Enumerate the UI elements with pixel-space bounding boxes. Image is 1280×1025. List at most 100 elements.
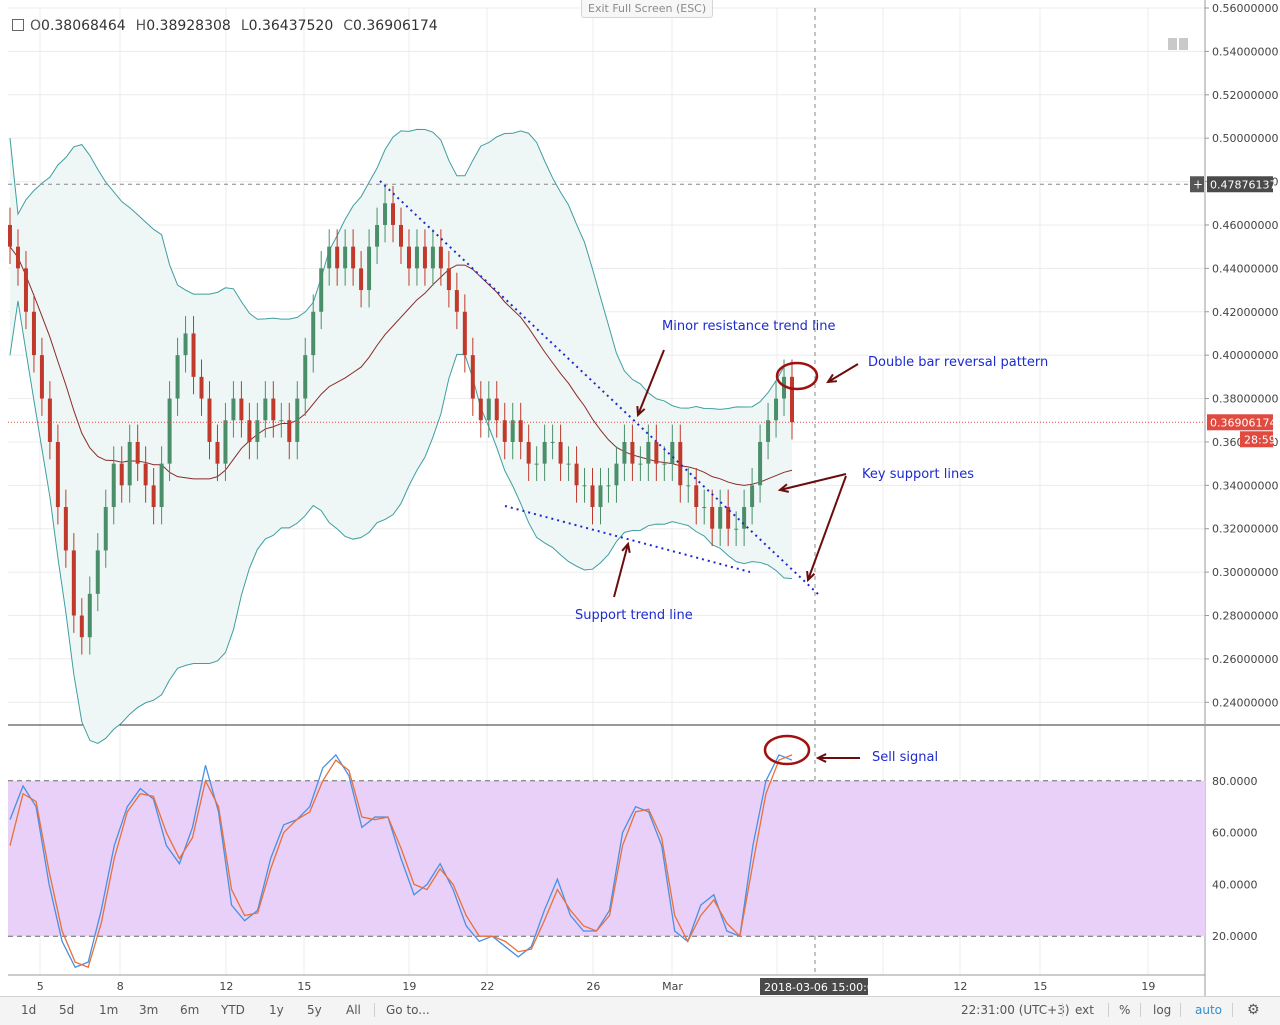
candle-body	[103, 507, 108, 551]
candle-body	[311, 311, 316, 356]
symbol-square-icon[interactable]	[12, 19, 24, 31]
candle-body	[175, 355, 180, 399]
candle-body	[782, 376, 787, 399]
candle-body	[478, 398, 483, 421]
candle-body	[462, 311, 467, 356]
candle-body	[742, 507, 747, 529]
toggle-icon[interactable]	[1168, 38, 1177, 50]
candle-body	[494, 398, 499, 421]
high-value: 0.38928308	[146, 18, 231, 34]
percent-button[interactable]: %	[1119, 1003, 1131, 1017]
candle-body	[47, 398, 52, 442]
price-tick-label: 0.42000000	[1212, 306, 1278, 319]
candle-body	[550, 441, 555, 443]
price-tick-label: 0.38000000	[1212, 393, 1278, 406]
candle-body	[678, 441, 683, 486]
candle-body	[303, 355, 308, 399]
time-tick-label: 15	[1033, 980, 1047, 993]
minor-resistance-arrow	[637, 349, 665, 416]
candle-body	[710, 507, 715, 529]
goto-button[interactable]: Go to...	[386, 1003, 430, 1017]
range-3m-button[interactable]: 3m	[139, 1003, 159, 1017]
candle-body	[151, 485, 156, 508]
candle-body	[726, 507, 731, 529]
range-5d-button[interactable]: 5d	[59, 1003, 75, 1017]
candle-body	[255, 420, 260, 442]
candle-body	[606, 485, 611, 487]
candle-body	[582, 485, 587, 487]
band-fill	[10, 129, 792, 744]
range-1m-button[interactable]: 1m	[99, 1003, 119, 1017]
chart-canvas[interactable]: Minor resistance trend line Double bar re…	[0, 0, 1280, 996]
candle-body	[119, 463, 124, 486]
candle-body	[215, 441, 220, 464]
range-all-button[interactable]: All	[346, 1003, 361, 1017]
candle-body	[207, 398, 212, 442]
key-support-label: Key support lines	[862, 467, 974, 482]
candle-body	[590, 485, 595, 508]
log-button[interactable]: log	[1153, 1003, 1172, 1017]
support-trend-arrow	[613, 543, 629, 598]
stoch-tick-label: 40.0000	[1212, 878, 1258, 891]
candle-body	[63, 507, 68, 551]
price-tick-label: 0.54000000	[1212, 45, 1278, 58]
price-tick-label: 0.32000000	[1212, 523, 1278, 536]
ohlc-legend: O0.38068464 H0.38928308 L0.36437520 C0.3690…	[12, 18, 448, 34]
price-tick-label: 0.34000000	[1212, 479, 1278, 492]
price-tick-label: 0.46000000	[1212, 219, 1278, 232]
candle-body	[734, 528, 739, 530]
time-tick-label: 8	[117, 980, 124, 993]
candle-body	[191, 333, 196, 377]
toggle-icon[interactable]	[1179, 38, 1188, 50]
candle-body	[127, 441, 132, 486]
sell-signal-arrow-head	[815, 753, 827, 763]
candle-body	[79, 615, 84, 638]
crosshair-time-text: 2018-03-06 15:00:00	[764, 981, 881, 994]
candle-body	[335, 246, 340, 269]
low-value: 0.36437520	[248, 18, 334, 34]
key-support-arrow-lower-head	[806, 570, 816, 583]
clock: 22:31:00 (UTC+3)	[961, 1003, 1070, 1017]
candle-body	[486, 398, 491, 421]
divider	[1232, 1003, 1233, 1017]
candle-body	[223, 420, 228, 464]
range-6m-button[interactable]: 6m	[180, 1003, 200, 1017]
minor-resistance-arrow-head	[636, 405, 646, 418]
double-bar-arrow	[827, 363, 859, 383]
divider	[1180, 1003, 1181, 1017]
exit-fullscreen-button[interactable]: Exit Full Screen (ESC)	[581, 0, 714, 18]
candle-body	[287, 420, 292, 442]
candle-body	[630, 441, 635, 464]
candle-body	[111, 463, 116, 508]
settings-gear-icon[interactable]: ⚙	[1247, 1002, 1260, 1018]
stoch-k-line	[9, 753, 793, 969]
candle-body	[183, 333, 188, 356]
candle-body	[566, 463, 571, 465]
range-1d-button[interactable]: 1d	[21, 1003, 37, 1017]
candle-body	[406, 246, 411, 269]
close-value: 0.36906174	[353, 18, 438, 34]
candle-body	[319, 268, 324, 312]
open-label: O	[30, 18, 42, 34]
candle-body	[414, 246, 419, 269]
range-5y-button[interactable]: 5y	[307, 1003, 322, 1017]
candle-body	[702, 507, 707, 509]
candle-body	[231, 398, 236, 421]
candle-body	[774, 398, 779, 421]
candles	[8, 185, 794, 655]
key-support-arrow-upper	[779, 473, 847, 491]
candle-body	[383, 203, 388, 225]
auto-button[interactable]: auto	[1195, 1003, 1223, 1017]
candle-body	[558, 441, 563, 464]
range-1y-button[interactable]: 1y	[269, 1003, 284, 1017]
range-ytd-button[interactable]: YTD	[221, 1003, 245, 1017]
ext-button[interactable]: ext	[1075, 1003, 1094, 1017]
double-bar-arrow-head	[826, 373, 838, 384]
candle-body	[247, 420, 252, 442]
candle-body	[694, 485, 699, 508]
scale-toggles[interactable]	[1168, 35, 1190, 54]
crosshair-plus-icon: +	[1193, 177, 1203, 191]
trend-lines	[8, 8, 1205, 975]
divider	[374, 1003, 375, 1017]
time-tick-label: 19	[1141, 980, 1155, 993]
